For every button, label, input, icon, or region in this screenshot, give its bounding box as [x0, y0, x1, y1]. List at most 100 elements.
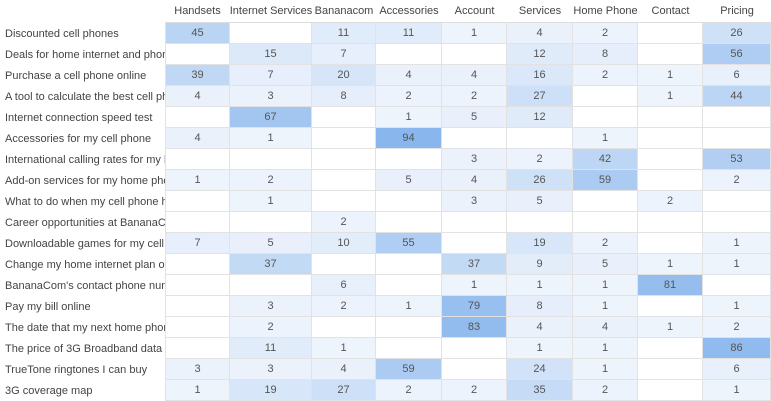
row-label: Change my home internet plan on...	[5, 258, 165, 271]
cell: 2	[442, 380, 507, 401]
cell: 39	[165, 65, 230, 86]
cell	[507, 128, 573, 149]
cell: 6	[703, 359, 771, 380]
cell	[230, 212, 312, 233]
cell: 1	[573, 338, 638, 359]
cell: 4	[165, 86, 230, 107]
cell: 1	[230, 191, 312, 212]
cell: 4	[442, 170, 507, 191]
cell: 9	[507, 254, 573, 275]
cell: 2	[376, 380, 442, 401]
row-label: 3G coverage map	[5, 384, 93, 397]
cell: 83	[442, 317, 507, 338]
cell: 4	[507, 23, 573, 44]
cell: 2	[573, 23, 638, 44]
column-header: Account	[442, 0, 507, 23]
cell: 1	[703, 254, 771, 275]
cell: 1	[638, 86, 703, 107]
cell: 2	[638, 191, 703, 212]
cell: 1	[230, 128, 312, 149]
row-label: Internet connection speed test	[5, 111, 153, 124]
cell: 35	[507, 380, 573, 401]
cell	[638, 170, 703, 191]
cell	[312, 191, 376, 212]
cell	[638, 44, 703, 65]
cell: 4	[312, 359, 376, 380]
cell	[573, 191, 638, 212]
cell: 1	[442, 23, 507, 44]
cell	[165, 338, 230, 359]
cell: 94	[376, 128, 442, 149]
cell	[376, 254, 442, 275]
cell: 27	[507, 86, 573, 107]
cell: 19	[507, 233, 573, 254]
cell: 5	[507, 191, 573, 212]
row-label: What to do when my cell phone h...	[5, 195, 165, 208]
cell: 7	[312, 44, 376, 65]
cell: 12	[507, 107, 573, 128]
cell: 11	[376, 23, 442, 44]
cell: 1	[165, 170, 230, 191]
cell: 10	[312, 233, 376, 254]
cell: 4	[165, 128, 230, 149]
cell	[376, 149, 442, 170]
cell	[573, 107, 638, 128]
cell: 1	[638, 65, 703, 86]
cell: 7	[165, 233, 230, 254]
cell: 1	[507, 275, 573, 296]
cell	[376, 317, 442, 338]
cell: 3	[165, 359, 230, 380]
cell	[703, 128, 771, 149]
cell	[442, 128, 507, 149]
cell	[230, 23, 312, 44]
cell: 1	[507, 338, 573, 359]
cell	[638, 23, 703, 44]
row-label: Downloadable games for my cell...	[5, 237, 165, 250]
row-label: Purchase a cell phone online	[5, 69, 147, 82]
cell	[312, 128, 376, 149]
cell: 3	[230, 86, 312, 107]
cell: 11	[230, 338, 312, 359]
cell	[638, 107, 703, 128]
cell: 2	[230, 317, 312, 338]
cell	[638, 128, 703, 149]
row-label: Pay my bill online	[5, 300, 91, 313]
cell: 16	[507, 65, 573, 86]
cell	[573, 86, 638, 107]
cell: 53	[703, 149, 771, 170]
cell: 6	[703, 65, 771, 86]
column-header: Pricing	[703, 0, 771, 23]
column-header: Handsets	[165, 0, 230, 23]
cell: 2	[442, 86, 507, 107]
cell: 4	[573, 317, 638, 338]
cell: 12	[507, 44, 573, 65]
cell: 79	[442, 296, 507, 317]
column-header: Internet Services	[230, 0, 312, 23]
cell	[376, 191, 442, 212]
cell	[638, 149, 703, 170]
column-header: Contact	[638, 0, 703, 23]
cell: 37	[230, 254, 312, 275]
cell: 4	[507, 317, 573, 338]
cell	[573, 212, 638, 233]
cell: 2	[507, 149, 573, 170]
cell	[376, 44, 442, 65]
cell: 26	[507, 170, 573, 191]
cell: 5	[230, 233, 312, 254]
row-label: Deals for home internet and phon...	[5, 48, 165, 61]
cell	[507, 212, 573, 233]
row-label: Career opportunities at BananaCo...	[5, 216, 165, 229]
cell	[165, 317, 230, 338]
cell: 6	[312, 275, 376, 296]
cell: 15	[230, 44, 312, 65]
cell: 2	[703, 317, 771, 338]
row-label: The price of 3G Broadband data	[5, 342, 163, 355]
cell	[442, 233, 507, 254]
cell: 42	[573, 149, 638, 170]
cell	[376, 212, 442, 233]
cell	[703, 212, 771, 233]
cell: 20	[312, 65, 376, 86]
cell	[312, 107, 376, 128]
column-header: Services	[507, 0, 573, 23]
cell	[638, 338, 703, 359]
